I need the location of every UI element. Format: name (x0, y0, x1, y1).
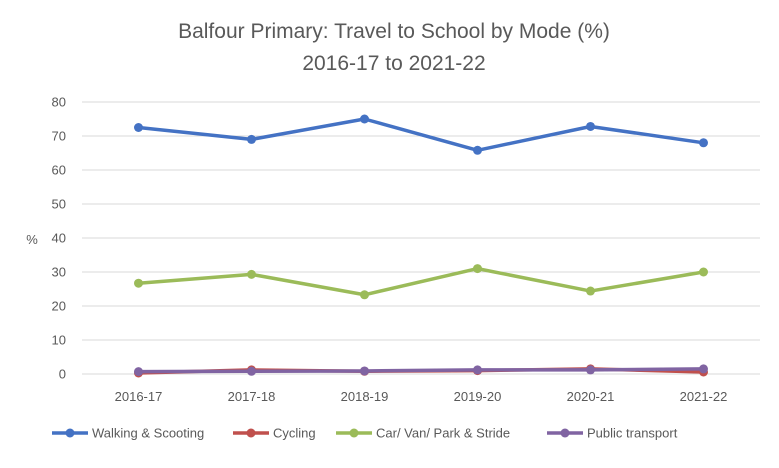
data-point (473, 365, 482, 375)
series-line (136, 266, 706, 297)
gridlines (82, 101, 760, 375)
data-point (473, 145, 482, 155)
legend-item: Walking & Scooting (52, 426, 204, 441)
y-tick-label: 30 (52, 265, 66, 280)
legend-label: Cycling (273, 426, 316, 441)
data-point (134, 278, 143, 288)
data-point (247, 366, 256, 376)
data-point (699, 267, 708, 277)
data-point (247, 134, 256, 144)
data-point (473, 264, 482, 274)
y-tick-label: 60 (52, 163, 66, 178)
x-tick-label: 2019-20 (454, 389, 502, 404)
data-point (134, 123, 143, 132)
y-axis-label: % (26, 232, 38, 247)
legend-item: Public transport (547, 426, 678, 441)
legend-label: Public transport (587, 426, 678, 441)
data-point (586, 121, 595, 131)
series-group (134, 114, 708, 155)
data-point (247, 269, 256, 279)
chart-subtitle: 2016-17 to 2021-22 (302, 52, 485, 75)
data-point (699, 138, 708, 148)
y-tick-label: 70 (52, 129, 66, 144)
data-point (586, 286, 595, 296)
legend-label: Walking & Scooting (92, 426, 204, 441)
chart-title: Balfour Primary: Travel to School by Mod… (178, 20, 610, 43)
y-tick-label: 10 (52, 333, 66, 348)
legend: Walking & Scooting Cycling Car/ Van/ Park … (52, 426, 678, 441)
legend-swatch-marker (560, 428, 570, 438)
y-axis-ticks: 0 10 20 30 40 50 60 70 80 (52, 95, 66, 382)
y-tick-label: 80 (52, 95, 66, 110)
legend-item: Car/ Van/ Park & Stride (336, 426, 510, 441)
data-point (134, 367, 143, 377)
data-point (586, 365, 595, 375)
y-tick-label: 40 (52, 231, 66, 246)
y-tick-label: 0 (59, 367, 66, 382)
series-line (136, 117, 706, 153)
data-point (360, 366, 369, 376)
legend-item: Cycling (233, 426, 316, 441)
data-point (360, 290, 369, 300)
series-group (134, 364, 708, 377)
legend-swatch-marker (65, 428, 75, 438)
x-tick-label: 2021-22 (680, 389, 728, 404)
legend-swatch-marker (349, 428, 359, 438)
x-tick-label: 2018-19 (341, 389, 389, 404)
x-tick-label: 2017-18 (228, 389, 276, 404)
series-lines (134, 114, 708, 378)
series-line (136, 367, 706, 374)
x-tick-label: 2016-17 (115, 389, 163, 404)
legend-swatch-marker (246, 428, 256, 438)
legend-label: Car/ Van/ Park & Stride (376, 426, 510, 441)
data-point (699, 364, 708, 374)
data-point (360, 114, 369, 124)
series-group (134, 264, 708, 300)
y-tick-label: 20 (52, 299, 66, 314)
y-tick-label: 50 (52, 197, 66, 212)
x-tick-label: 2020-21 (567, 389, 615, 404)
x-axis-ticks: 2016-17 2017-18 2018-19 2019-20 2020-21 2021-… (115, 389, 728, 404)
